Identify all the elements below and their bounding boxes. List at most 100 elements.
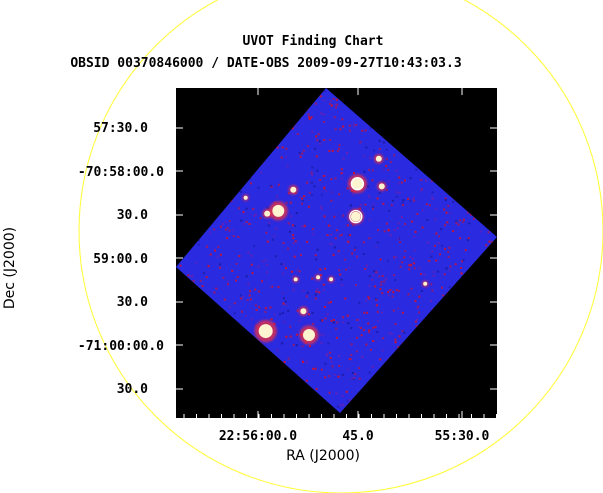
noise-pixel <box>345 390 348 393</box>
noise-pixel <box>452 230 455 232</box>
noise-pixel <box>276 348 279 351</box>
noise-pixel <box>416 307 419 310</box>
noise-pixel <box>301 225 304 228</box>
noise-pixel <box>322 113 325 116</box>
noise-pixel <box>285 156 288 159</box>
noise-pixel <box>206 245 209 248</box>
noise-pixel <box>358 367 361 370</box>
noise-pixel <box>401 261 404 264</box>
noise-pixel <box>413 267 416 270</box>
noise-pixel <box>315 290 318 293</box>
noise-pixel <box>365 146 368 149</box>
noise-pixel <box>328 150 331 152</box>
noise-pixel <box>367 331 370 334</box>
noise-pixel <box>446 221 449 224</box>
noise-pixel <box>191 275 194 278</box>
noise-pixel <box>242 223 245 226</box>
noise-pixel <box>432 274 435 277</box>
noise-pixel <box>350 377 353 380</box>
noise-pixel <box>187 274 190 277</box>
noise-pixel <box>410 220 413 223</box>
noise-pixel <box>271 238 274 241</box>
noise-pixel <box>431 191 434 194</box>
noise-pixel <box>294 240 297 243</box>
noise-pixel <box>479 230 482 233</box>
noise-pixel <box>447 256 450 258</box>
noise-pixel <box>388 210 390 212</box>
noise-pixel <box>392 309 395 312</box>
noise-pixel <box>275 195 278 198</box>
noise-pixel <box>323 139 326 141</box>
noise-pixel <box>448 286 451 289</box>
noise-pixel <box>287 357 290 360</box>
x-tick-label: 55:30.0 <box>435 429 490 444</box>
noise-pixel <box>355 124 358 126</box>
noise-pixel <box>354 246 357 249</box>
noise-pixel <box>266 207 269 210</box>
noise-pixel <box>385 157 388 160</box>
noise-pixel <box>301 197 304 200</box>
noise-pixel <box>375 271 378 274</box>
noise-pixel <box>385 165 388 168</box>
noise-pixel <box>393 256 395 259</box>
noise-pixel <box>330 199 333 202</box>
noise-pixel <box>334 103 337 106</box>
noise-pixel <box>382 337 385 340</box>
noise-pixel <box>392 291 395 294</box>
noise-pixel <box>318 291 321 294</box>
noise-pixel <box>425 179 427 182</box>
noise-pixel <box>209 231 211 234</box>
noise-pixel <box>420 189 422 192</box>
noise-pixel <box>322 333 325 336</box>
noise-pixel <box>337 375 340 378</box>
noise-pixel <box>435 259 438 262</box>
noise-pixel <box>250 318 253 321</box>
star <box>258 324 273 339</box>
noise-pixel <box>201 285 204 287</box>
noise-pixel <box>460 267 463 269</box>
noise-pixel <box>361 355 364 358</box>
noise-pixel <box>227 280 230 283</box>
noise-pixel <box>269 184 272 187</box>
noise-pixel <box>292 234 295 236</box>
noise-pixel <box>421 188 424 191</box>
noise-pixel <box>250 254 253 257</box>
noise-pixel <box>228 220 231 222</box>
noise-pixel <box>305 295 308 298</box>
noise-pixel <box>329 100 332 102</box>
noise-pixel <box>387 228 390 231</box>
noise-pixel <box>348 399 351 402</box>
noise-pixel <box>372 274 375 277</box>
noise-pixel <box>362 253 365 255</box>
noise-pixel <box>368 275 371 277</box>
noise-pixel <box>397 237 400 240</box>
noise-pixel <box>341 118 344 121</box>
star <box>423 281 428 286</box>
noise-pixel <box>393 154 396 157</box>
noise-pixel <box>329 357 332 359</box>
noise-pixel <box>445 211 448 214</box>
noise-pixel <box>246 299 249 301</box>
noise-pixel <box>240 297 243 300</box>
noise-pixel <box>363 154 366 157</box>
noise-pixel <box>385 148 388 151</box>
noise-pixel <box>435 207 438 210</box>
noise-pixel <box>434 218 437 221</box>
noise-pixel <box>403 256 406 259</box>
noise-pixel <box>394 341 397 344</box>
noise-pixel <box>385 189 388 191</box>
noise-pixel <box>292 288 295 291</box>
noise-pixel <box>245 221 248 223</box>
noise-pixel <box>291 224 294 227</box>
noise-pixel <box>431 196 434 199</box>
x-tick-label: 22:56:00.0 <box>219 429 297 444</box>
noise-pixel <box>337 405 339 408</box>
noise-pixel <box>197 243 200 246</box>
noise-pixel <box>219 225 222 228</box>
noise-pixel <box>296 333 298 336</box>
noise-pixel <box>280 156 283 159</box>
y-tick-label: 57:30.0 <box>93 121 148 136</box>
star <box>272 204 285 217</box>
noise-pixel <box>266 264 269 267</box>
noise-pixel <box>295 212 298 215</box>
